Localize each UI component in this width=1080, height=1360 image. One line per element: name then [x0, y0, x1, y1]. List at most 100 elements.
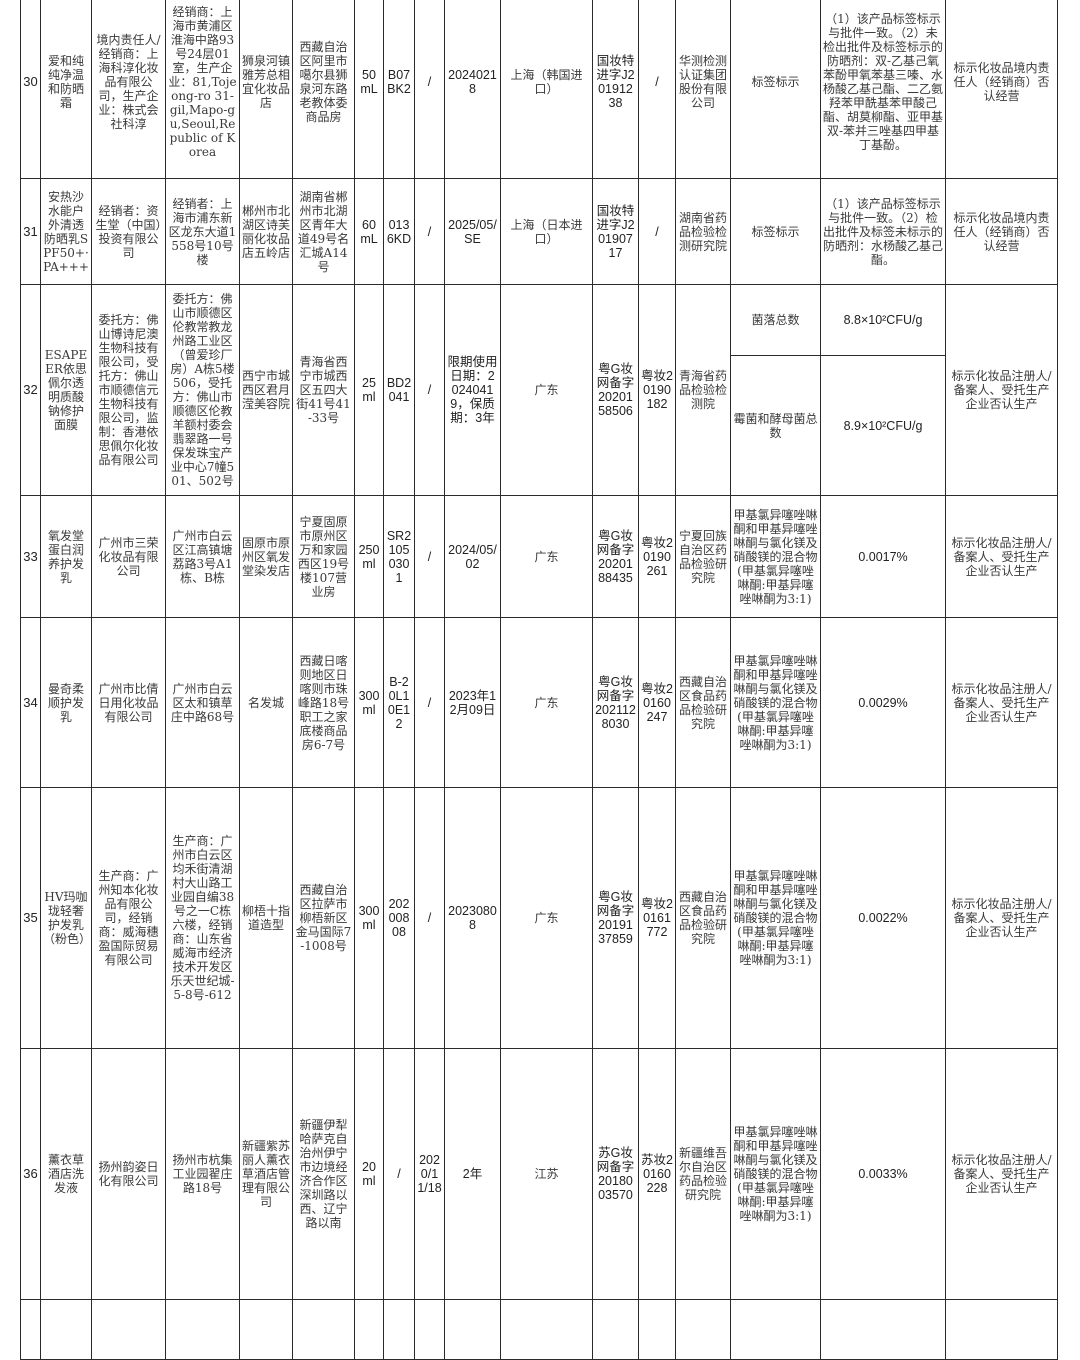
empty-cell — [592, 1299, 639, 1360]
testing-institution-cell: 西藏自治区食品药品检验研究院 — [675, 787, 731, 1049]
empty-cell — [945, 1299, 1058, 1360]
test-result-cell: 0.0029% — [820, 617, 946, 788]
table-row: 34 曼奇柔顺护发乳 广州市比倩日用化妆品有限公司 广州市白云区太和镇草庄中路68号名… — [20, 617, 1058, 788]
production-date-cell: / — [414, 495, 445, 618]
seller-address-cell: 青海省西宁市城西区五四大街41号41-33号 — [292, 284, 355, 496]
registrant-cell: 经销者：资生堂（中国）投资有限公司 — [91, 178, 166, 285]
seller-address-cell: 西藏日喀则地区日喀则市珠峰路18号职工之家底楼商品房6-7号 — [292, 617, 355, 788]
registrant-address-cell: 扬州市杭集工业园翟庄路18号 — [165, 1048, 240, 1300]
empty-cell — [414, 1299, 445, 1360]
production-date-cell: / — [414, 0, 445, 179]
testing-institution-cell: 新疆维吾尔自治区药品检验研究院 — [675, 1048, 731, 1300]
seller-cell: 郴州市北湖区诗芙丽化妆品店五岭店 — [239, 178, 293, 285]
registrant-address-cell: 经销商：上海市黄浦区淮海中路93号24层01室，生产企业：81,Tojeong-… — [165, 0, 240, 179]
batch-number-cell: B-20L10E12 — [383, 617, 415, 788]
expiry-date-cell: 2023年12月09日 — [444, 617, 501, 788]
test-result-cell: 8.9×10²CFU/g — [820, 355, 946, 496]
batch-number-cell: BD2041 — [383, 284, 415, 496]
remark-cell: 标示化妆品境内责任人（经销商）否认经营 — [945, 0, 1058, 179]
sampling-results-table: 30 爱和纯纯净温和防晒霜 境内责任人/经销商：上海科淳化妆品有限公司，生产企业：株… — [20, 0, 1058, 1360]
production-date-cell: / — [414, 284, 445, 496]
seller-address-cell: 新疆伊犁哈萨克自治州伊宁市边境经济合作区深圳路以西、辽宁路以南 — [292, 1048, 355, 1300]
empty-cell — [730, 1299, 821, 1360]
expiry-date-cell: 限期使用日期：20240419，保质期：3年 — [444, 284, 501, 496]
license-number-cell: 苏G妆网备字2018003570 — [592, 1048, 639, 1300]
seller-cell: 西宁市城西区君月滢美容院 — [239, 284, 293, 496]
test-item-cell: 甲基氯异噻唑啉酮和甲基异噻唑啉酮与氯化镁及硝酸镁的混合物(甲基氯异噻唑啉酮:甲基… — [730, 495, 821, 618]
registrant-address-cell: 生产商：广州市白云区均禾街清湖村大山路工业园自编38号之一C栋六楼，经销商：山东… — [165, 787, 240, 1049]
test-result-cell: 0.0017% — [820, 495, 946, 618]
product-name-cell: 安热沙水能户外清透防晒乳SPF50+·PA+++ — [40, 178, 92, 285]
registrant-cell: 境内责任人/经销商：上海科淳化妆品有限公司，生产企业：株式会社科淳 — [91, 0, 166, 179]
origin-cell: 上海（韩国进口） — [500, 0, 593, 179]
table-row: 36 薰衣草酒店洗发液 扬州韵姿日化有限公司 扬州市杭集工业园翟庄路18号 新疆紫苏丽人… — [20, 1048, 1058, 1300]
origin-cell: 江苏 — [500, 1048, 593, 1300]
license-number-cell: 国妆特进字J20191238 — [592, 0, 639, 179]
seller-cell: 名发城 — [239, 617, 293, 788]
empty-cell — [292, 1299, 355, 1360]
expiry-date-cell: 2024/05/02 — [444, 495, 501, 618]
remark-cell: 标示化妆品注册人/备案人、受托生产企业否认生产 — [945, 787, 1058, 1049]
testing-institution-cell: 华测检测认证集团股份有限公司 — [675, 0, 731, 179]
row-number-cell: 31 — [20, 178, 41, 285]
testing-institution-cell: 西藏自治区食品药品检验研究院 — [675, 617, 731, 788]
registrant-address-cell: 经销者：上海市浦东新区龙东大道1558号10号楼 — [165, 178, 240, 285]
test-result-cell: （1）该产品标签标示与批件一致。（2）检出批件及标签未标示的防晒剂：水杨酸乙基己… — [820, 178, 946, 285]
table-row-partial — [20, 1299, 1058, 1360]
origin-cell: 广东 — [500, 787, 593, 1049]
row-number-cell: 32 — [20, 284, 41, 496]
table-row: 霉菌和酵母菌总数 8.9×10²CFU/g — [21, 355, 1058, 496]
product-name-cell: 曼奇柔顺护发乳 — [40, 617, 92, 788]
specification-cell: 300 ml — [354, 617, 384, 788]
page-margin — [1058, 0, 1080, 1331]
table-row: 30 爱和纯纯净温和防晒霜 境内责任人/经销商：上海科淳化妆品有限公司，生产企业：株… — [20, 0, 1058, 179]
row-number-cell: 34 — [20, 617, 41, 788]
product-name-cell: 薰衣草酒店洗发液 — [40, 1048, 92, 1300]
production-license-cell: 粤妆20161772 — [638, 787, 676, 1049]
specification-cell: 60 mL — [354, 178, 384, 285]
batch-number-cell: SR21050301 — [383, 495, 415, 618]
row-number-cell: 33 — [20, 495, 41, 618]
seller-address-cell: 西藏自治区阿里市噶尔县狮泉河东路老教体委商品房 — [292, 0, 355, 179]
seller-cell: 新疆紫苏丽人薰衣草酒店管理有限公司 — [239, 1048, 293, 1300]
batch-number-cell: / — [383, 1048, 415, 1300]
empty-cell — [820, 1299, 946, 1360]
expiry-date-cell: 2025/05/SE — [444, 178, 501, 285]
seller-cell: 固原市原州区氧发堂染发店 — [239, 495, 293, 618]
test-item-cell: 标签标示 — [730, 178, 821, 285]
production-license-cell: / — [638, 178, 676, 285]
production-date-cell: / — [414, 787, 445, 1049]
registrant-cell: 扬州韵姿日化有限公司 — [91, 1048, 166, 1300]
specification-cell: 25 ml — [354, 284, 384, 496]
test-result-cell: 8.8×10²CFU/g — [820, 284, 946, 356]
origin-cell: 广东 — [500, 495, 593, 618]
origin-cell: 广东 — [500, 284, 593, 496]
seller-address-cell: 西藏自治区拉萨市柳梧新区金马国际7-1008号 — [292, 787, 355, 1049]
registrant-cell: 广州市三荣化妆品有限公司 — [91, 495, 166, 618]
expiry-date-cell: 20240218 — [444, 0, 501, 179]
empty-cell — [500, 1299, 593, 1360]
empty-cell — [638, 1299, 676, 1360]
table-row: 32 ESAPEER依思佩尔透明质酸钠修护面膜 委托方：佛山博诗尼澳生物科技有限公司… — [20, 284, 1058, 496]
production-license-cell: / — [638, 0, 676, 179]
row-number-cell: 36 — [20, 1048, 41, 1300]
registrant-cell: 委托方：佛山博诗尼澳生物科技有限公司，受托方：佛山市顺德信元生物科技有限公司，监… — [91, 284, 166, 496]
seller-cell: 狮泉河镇雅芳总相宜化妆品店 — [239, 0, 293, 179]
empty-cell — [40, 1299, 92, 1360]
registrant-cell: 生产商：广州知本化妆品有限公司，经销商：威海穗盈国际贸易有限公司 — [91, 787, 166, 1049]
remark-cell: 标示化妆品境内责任人（经销商）否认经营 — [945, 178, 1058, 285]
batch-number-cell: B07BK2 — [383, 0, 415, 179]
empty-cell — [239, 1299, 293, 1360]
test-item-cell: 甲基氯异噻唑啉酮和甲基异噻唑啉酮与氯化镁及硝酸镁的混合物(甲基氯异噻唑啉酮:甲基… — [730, 617, 821, 788]
empty-cell — [165, 1299, 240, 1360]
test-item-cell: 霉菌和酵母菌总数 — [730, 355, 821, 496]
empty-cell — [444, 1299, 501, 1360]
empty-cell — [383, 1299, 415, 1360]
registrant-address-cell: 委托方：佛山市顺德区伦教常教龙州路工业区（曾爱珍厂房）A栋5楼506，受托方：佛… — [165, 284, 240, 496]
product-name-cell: HV玛咖珑轻奢护发乳（粉色） — [40, 787, 92, 1049]
seller-cell: 柳梧十指道造型 — [239, 787, 293, 1049]
test-item-cell: 标签标示 — [730, 0, 821, 179]
remark-cell: 标示化妆品注册人/备案人、受托生产企业否认生产 — [945, 617, 1058, 788]
origin-cell: 广东 — [500, 617, 593, 788]
expiry-date-cell: 20230808 — [444, 787, 501, 1049]
